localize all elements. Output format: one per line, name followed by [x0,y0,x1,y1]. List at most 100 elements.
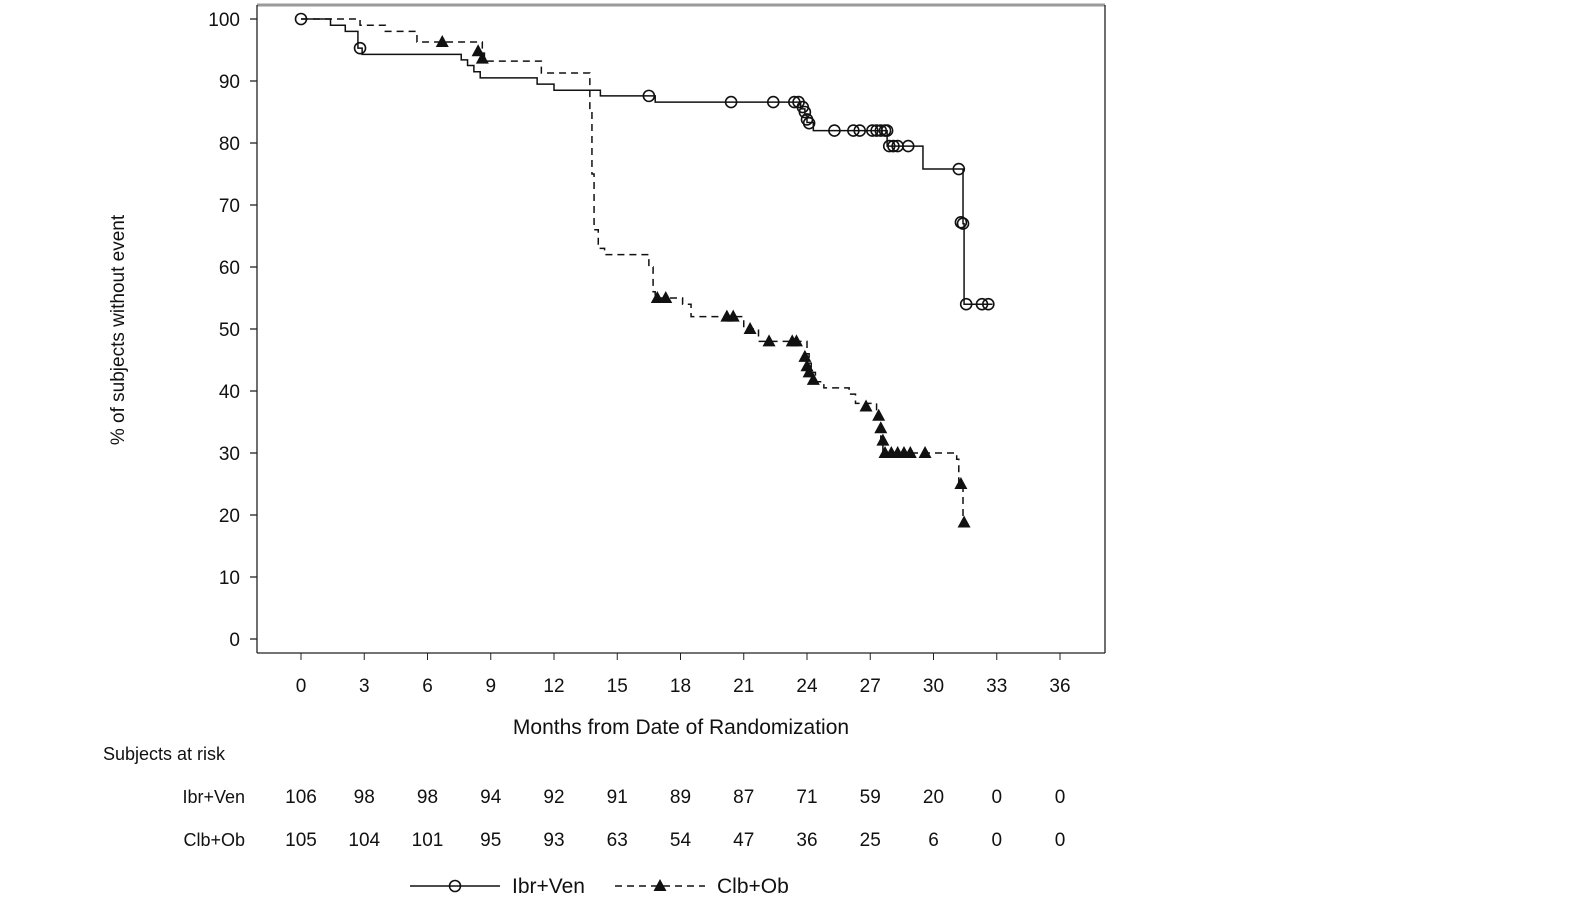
censor-triangle [859,399,873,412]
censor-circle [353,41,367,55]
x-tick-label: 3 [359,676,370,697]
risk-count: 20 [923,787,944,808]
risk-count: 59 [860,787,881,808]
censor-circle [887,139,900,153]
risk-count: 47 [733,830,754,851]
risk-table-title: Subjects at risk [103,744,226,764]
censor-circle [724,95,738,109]
censor-circle [828,124,841,137]
risk-count: 36 [796,830,817,851]
censor-triangle [874,421,888,434]
y-tick-label: 10 [219,568,240,589]
censor-circle [853,124,867,137]
risk-count: 0 [991,830,1002,851]
legend-label: Clb+Ob [717,875,789,898]
censor-circle [798,105,812,119]
censor-circle [956,217,970,230]
x-tick-label: 36 [1049,676,1070,697]
x-tick-label: 30 [923,676,944,697]
censor-circle [874,124,888,137]
censor-circle [802,116,816,130]
x-tick-label: 9 [485,676,496,697]
censor-triangle [798,349,812,362]
censor-circle [880,124,894,137]
risk-count: 54 [670,830,692,851]
censor-triangle [743,322,757,334]
x-tick-label: 12 [543,676,564,697]
censor-triangle [653,879,667,891]
x-axis-label: Months from Date of Randomization [513,716,849,739]
risk-count: 106 [285,787,317,808]
censor-circle [882,139,896,153]
risk-count: 89 [670,787,691,808]
risk-count: 98 [417,787,438,808]
risk-count: 98 [354,787,375,808]
risk-count: 95 [480,830,501,851]
censor-triangle [802,365,816,378]
x-tick-label: 33 [986,676,1007,697]
censor-circle [847,124,860,137]
censor-triangle [726,309,740,322]
risk-count: 92 [543,787,564,808]
censor-circle [448,879,462,893]
censor-circle [866,124,879,137]
y-tick-label: 60 [219,258,240,279]
censor-circle [766,95,780,109]
x-tick-label: 15 [607,676,628,697]
censor-triangle [876,433,890,446]
x-axis: 0 3 6 9 12 15 18 21 24 27 30 33 36 [296,653,1071,697]
series-ibr-ven [294,12,995,311]
censor-triangle [435,34,449,47]
risk-count: 0 [1055,787,1066,808]
x-tick-label: 0 [296,676,307,697]
risk-count: 0 [1055,830,1066,851]
y-tick-label: 80 [219,134,240,155]
y-axis: 0 10 20 30 40 50 60 70 80 90 100 [208,10,257,651]
y-tick-label: 100 [208,10,240,31]
censor-triangle [471,44,485,57]
risk-row-label: Clb+Ob [183,830,245,850]
censor-triangle [789,334,803,347]
y-tick-label: 90 [219,72,240,93]
y-tick-label: 20 [219,506,240,527]
risk-row-label: Ibr+Ven [182,787,245,807]
x-tick-label: 24 [796,676,818,697]
censor-circle [952,162,966,176]
y-axis-label: % of subjects without event [108,214,129,445]
legend-item-ibr-ven: Ibr+Ven [410,875,585,898]
risk-count: 87 [733,787,754,808]
plot-frame [256,3,1106,654]
risk-count: 91 [607,787,628,808]
censor-triangle [957,515,971,528]
censor-triangle [903,446,917,458]
legend-item-clb-ob: Clb+Ob [615,875,789,898]
series-clb-ob [301,18,971,528]
risk-count: 101 [412,830,444,851]
y-tick-label: 30 [219,444,240,465]
risk-count: 63 [607,830,628,851]
x-tick-label: 27 [860,676,881,697]
legend: Ibr+Ven Clb+Ob [410,875,789,898]
censor-triangle [954,477,968,489]
survival-curve [301,18,993,305]
censor-triangle [659,291,673,303]
censor-triangle [872,408,886,421]
y-tick-label: 40 [219,382,240,403]
risk-count: 6 [928,830,939,851]
legend-label: Ibr+Ven [512,875,585,898]
y-tick-label: 50 [219,320,240,341]
censor-triangle [650,291,664,303]
censor-triangle [762,334,776,347]
risk-count: 105 [285,830,317,851]
risk-count: 25 [860,830,881,851]
survival-curve [301,18,965,526]
series-layer [294,12,995,528]
x-tick-label: 21 [733,676,754,697]
risk-table: Ibr+Ven 106 98 98 94 92 91 89 87 71 59 20 0 0 Clb+Ob 10… [182,787,1065,851]
x-tick-label: 18 [670,676,691,697]
censor-circle [975,297,989,311]
y-tick-label: 70 [219,196,240,217]
censor-circle [959,297,973,311]
censor-triangle [475,51,489,64]
